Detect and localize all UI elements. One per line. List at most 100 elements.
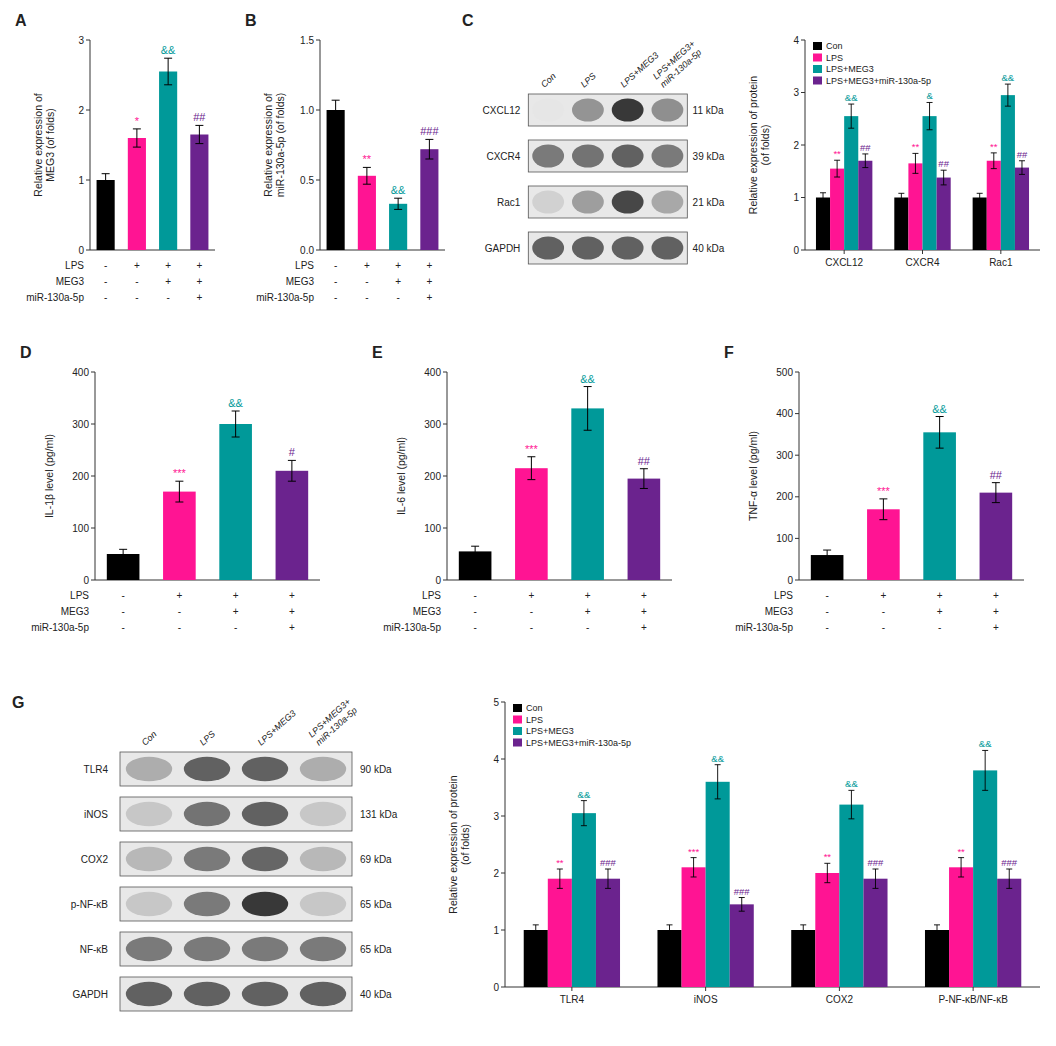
blot-band [532,98,564,121]
legend-label: LPS [826,53,843,63]
error-bar [584,387,592,431]
condition-label: LPS [70,590,89,601]
blot-band [532,190,564,213]
error-bar [175,481,183,502]
bar [163,492,196,580]
error-bar [739,898,745,912]
condition-cell: - [334,292,337,303]
x-tick-label: TLR4 [560,994,585,1005]
error-bar [936,417,944,449]
error-bar [872,869,878,888]
blot-band [300,937,346,961]
significance-label: ## [193,111,206,123]
blot-strip [528,94,687,126]
error-bar [898,193,904,201]
condition-cell: + [426,276,432,287]
condition-cell: + [165,276,171,287]
significance-label: ** [957,846,965,857]
legend-label: LPS+MEG3 [526,726,574,736]
significance-label: *** [688,846,699,857]
bar [572,813,596,987]
bar [515,468,548,580]
y-tick [801,40,805,41]
legend-label: Con [826,41,843,51]
row-label: GAPDH [485,243,521,254]
y-tick [86,110,90,111]
blot-strip [120,932,352,966]
condition-cell: + [289,606,295,617]
bar [894,198,908,251]
blot-band [242,757,288,781]
bar [128,138,146,250]
y-tick-label: 400 [424,367,441,378]
condition-cell: - [882,606,885,617]
y-tick-label: 1 [793,192,799,203]
error-bar [991,153,997,169]
condition-cell: + [585,606,591,617]
legend-swatch [813,65,822,73]
condition-label: miR-130a-5p [735,622,793,633]
y-tick [91,424,95,425]
condition-cell: - [473,590,476,601]
x-tick [1000,250,1001,254]
bar [844,116,858,250]
significance-label: & [926,90,933,101]
y-axis-label: IL-6 level (pg/ml) [395,437,407,515]
y-tick-label: 200 [424,471,441,482]
significance-label: ### [868,857,885,868]
panel: 0100200300400IL-1β level (pg/ml)***&&#LP… [20,344,320,633]
panel-label: G [12,694,24,711]
blot-band [242,892,288,916]
blot-band [242,802,288,826]
error-bar [164,58,172,85]
significance-label: *** [877,485,891,497]
y-tick-label: 300 [72,419,89,430]
bar [949,867,973,987]
blot-band [612,144,644,167]
lane-label-line: miR-130a-5p [314,705,359,747]
significance-label: ## [938,158,949,169]
panel-label: F [724,344,734,361]
lane-label: LPS+MEG3 [256,708,298,747]
x-tick-label: COX2 [826,994,854,1005]
error-bar [527,457,535,480]
y-tick [501,702,505,703]
y-axis-line [799,372,800,580]
error-bar [800,925,806,935]
condition-cell: + [196,276,202,287]
condition-cell: + [165,260,171,271]
figure: 0123Relative expression ofMEG3 (of folds… [0,0,1056,1046]
y-tick-label: 1 [78,175,84,186]
y-axis-label: Relative expression of protein(of folds) [447,775,472,913]
y-tick [801,250,805,251]
y-axis-line [320,40,321,250]
y-axis-line [505,702,506,987]
condition-cell: + [395,276,401,287]
blot-strip [120,977,352,1011]
y-tick-label: 4 [493,754,499,765]
error-bar [332,100,340,120]
y-axis-label-line: (of folds) [759,125,771,166]
significance-label: ** [912,141,920,152]
condition-cell: - [334,276,337,287]
y-tick-label: 100 [424,523,441,534]
condition-label: miR-130a-5p [31,622,89,633]
significance-label: && [711,753,724,764]
blot-band [184,892,230,916]
condition-cell: + [395,260,401,271]
error-bar [958,858,964,877]
y-tick-label: 100 [72,523,89,534]
error-bar [982,750,988,790]
significance-label: && [228,397,243,409]
error-bar [581,801,587,826]
condition-cell: - [135,292,138,303]
error-bar [1019,161,1025,175]
error-bar [640,469,648,489]
y-tick-label: 3 [78,35,84,46]
condition-cell: - [121,590,124,601]
y-tick-label: 0.0 [300,245,314,256]
y-tick-label: 300 [776,450,793,461]
error-bar [232,411,240,437]
bar [97,180,115,250]
legend-label: LPS+MEG3+miR-130a-5p [826,76,931,86]
